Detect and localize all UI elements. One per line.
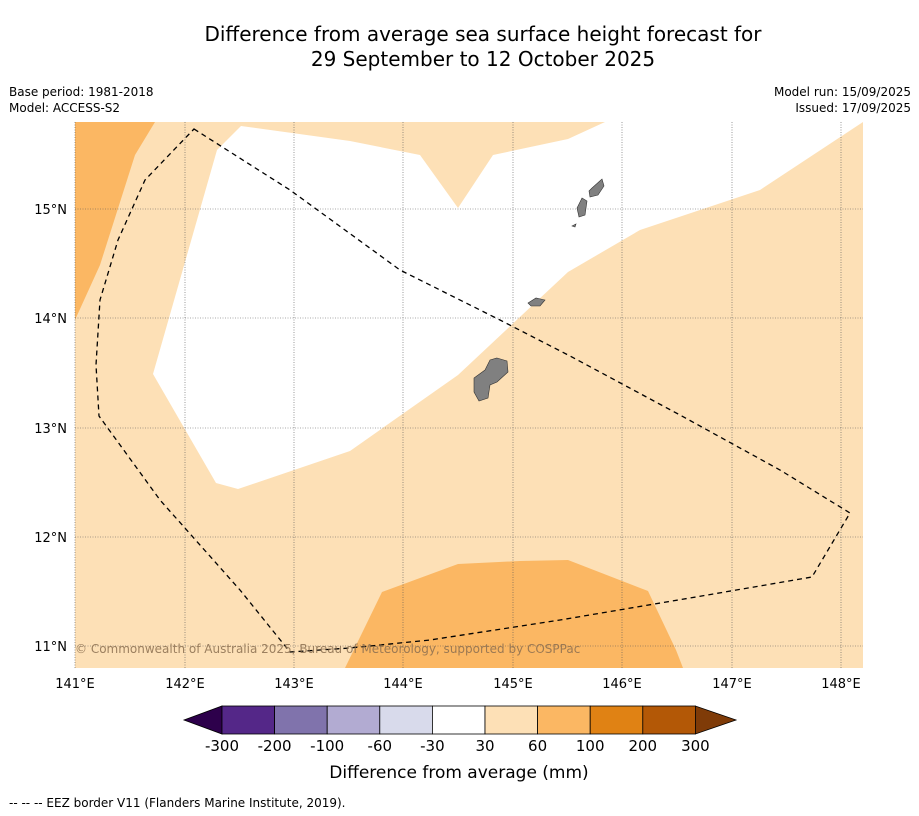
map-title: Difference from average sea surface heig… — [0, 22, 919, 72]
latitude-tick-label: 13°N — [34, 422, 67, 437]
colorbar-over-arrow — [695, 705, 738, 735]
latitude-labels: 15°N 14°N 13°N 12°N 11°N — [34, 203, 67, 655]
colorbar-tick-label: -30 — [420, 737, 445, 755]
longitude-labels: 141°E 142°E 143°E 144°E 145°E 146°E 147°E 148°E — [55, 677, 861, 692]
meta-left: Base period: 1981-2018 Model: ACCESS-S2 — [9, 84, 154, 116]
eez-border — [95, 128, 851, 653]
model-run: Model run: 15/09/2025 — [773, 85, 911, 99]
rota-land — [527, 297, 546, 307]
longitude-tick-label: 141°E — [55, 677, 95, 692]
longitude-tick-label: 143°E — [274, 677, 314, 692]
longitude-tick-label: 145°E — [493, 677, 533, 692]
longitude-tick-label: 148°E — [821, 677, 861, 692]
aguijan-land — [571, 223, 577, 228]
colorbar-cell — [589, 705, 644, 735]
colorbar-tick-label: -60 — [368, 737, 393, 755]
band-60-100-northwest — [75, 122, 155, 320]
latitude-tick-label: 11°N — [34, 640, 67, 655]
map: © Commonwealth of Australia 2025, Bureau… — [34, 122, 863, 692]
band-60-100-south — [345, 560, 683, 668]
colorbar-tick-label: 30 — [475, 737, 494, 755]
gridlines — [74, 122, 863, 668]
title-line-2: 29 September to 12 October 2025 — [310, 47, 656, 71]
tinian-land — [576, 197, 588, 218]
colorbar-tick-label: -300 — [205, 737, 239, 755]
issued-date: Issued: 17/09/2025 — [795, 101, 911, 115]
colorbar-cell — [274, 705, 328, 735]
colorbar-cell — [484, 705, 538, 735]
copyright-notice: © Commonwealth of Australia 2025, Bureau… — [75, 642, 580, 656]
eez-legend-note: -- -- -- EEZ border V11 (Flanders Marine… — [9, 796, 346, 810]
colorbar-tick-label: 200 — [628, 737, 657, 755]
title-line-1: Difference from average sea surface heig… — [204, 22, 762, 46]
colorbar-label: Difference from average (mm) — [329, 763, 588, 783]
colorbar-tick-label: 60 — [528, 737, 547, 755]
colorbar: -300 -200 -100 -60 -30 30 60 100 200 300 Differen… — [182, 705, 738, 783]
latitude-tick-label: 15°N — [34, 203, 67, 218]
longitude-tick-label: 147°E — [712, 677, 752, 692]
colorbar-under-arrow — [182, 705, 223, 735]
base-period: Base period: 1981-2018 — [9, 85, 154, 99]
colorbar-cell — [642, 705, 696, 735]
model-name: Model: ACCESS-S2 — [9, 101, 121, 115]
colorbar-tick-label: 300 — [681, 737, 710, 755]
longitude-tick-label: 146°E — [602, 677, 642, 692]
longitude-tick-label: 144°E — [383, 677, 423, 692]
longitude-tick-label: 142°E — [165, 677, 205, 692]
band-neutral-region — [153, 122, 863, 489]
colorbar-cell — [326, 705, 381, 735]
colorbar-cell — [431, 705, 486, 735]
latitude-tick-label: 12°N — [34, 531, 67, 546]
meta-right: Model run: 15/09/2025 Issued: 17/09/2025 — [774, 84, 911, 116]
saipan-land — [588, 178, 605, 198]
colorbar-tick-label: 100 — [576, 737, 605, 755]
colorbar-cell — [379, 705, 433, 735]
guam-land — [473, 357, 509, 402]
colorbar-tick-label: -200 — [258, 737, 292, 755]
colorbar-tick-label: -100 — [310, 737, 344, 755]
colorbar-cell — [537, 705, 591, 735]
colorbar-cell — [221, 705, 275, 735]
latitude-tick-label: 14°N — [34, 312, 67, 327]
